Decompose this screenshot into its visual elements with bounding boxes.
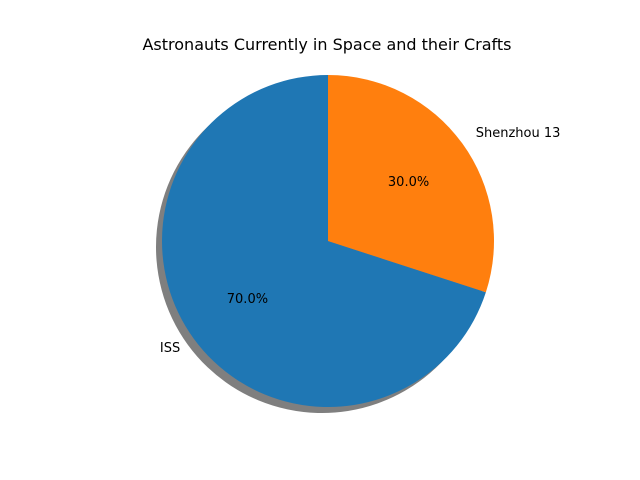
slice-label: ISS bbox=[160, 341, 180, 356]
pie-slice-iss bbox=[162, 75, 486, 407]
slice-percentage-label: 30.0% bbox=[388, 175, 429, 190]
pie-slices-layer bbox=[162, 74, 494, 407]
slice-label: Shenzhou 13 bbox=[476, 126, 561, 141]
pie-labels-layer: ISS 70.0% Shenzhou 13 30.0% bbox=[160, 126, 560, 356]
slice-percentage-label: 70.0% bbox=[227, 292, 268, 307]
chart-title: Astronauts Currently in Space and their … bbox=[142, 35, 511, 54]
pie-slice-shenzhou-13 bbox=[328, 74, 494, 293]
